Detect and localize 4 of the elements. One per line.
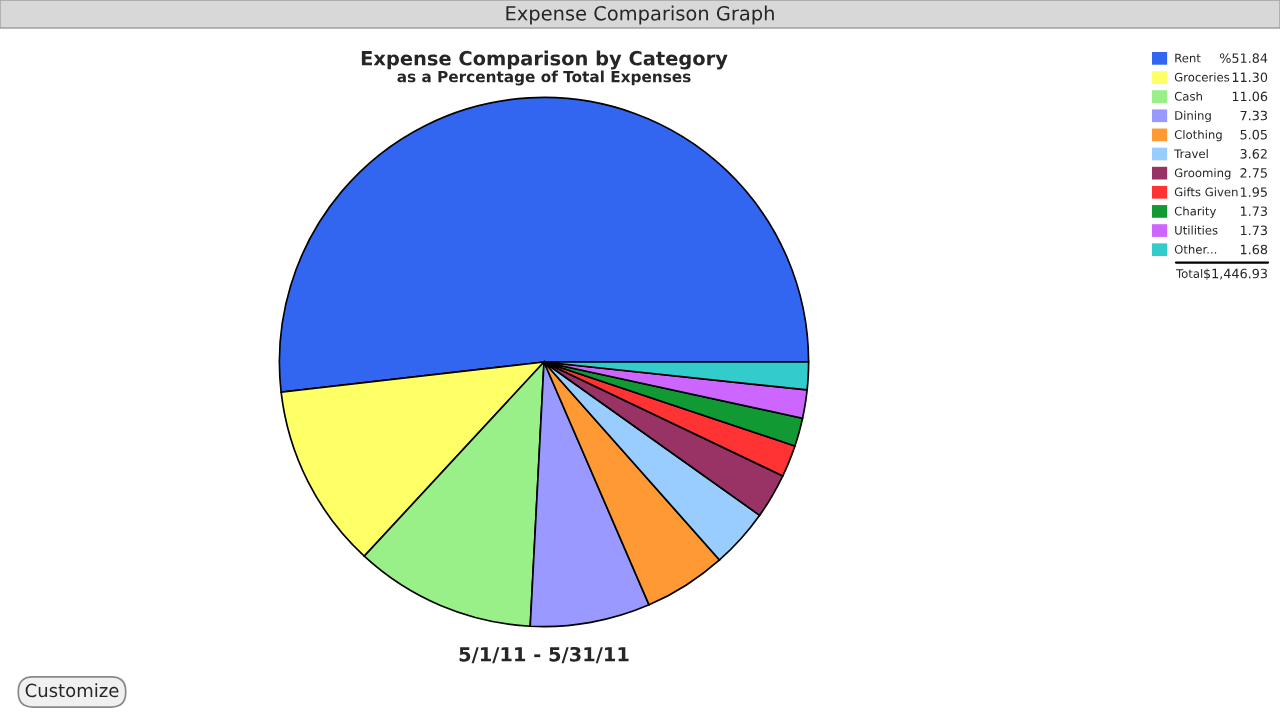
text: Expense Comparison Graph — [506, 5, 774, 25]
text: Customize — [25, 683, 119, 698]
chart-title: Expense Comparison by Category — [361, 50, 728, 70]
text: 5/1/11 - 5/31/11 — [459, 646, 629, 664]
